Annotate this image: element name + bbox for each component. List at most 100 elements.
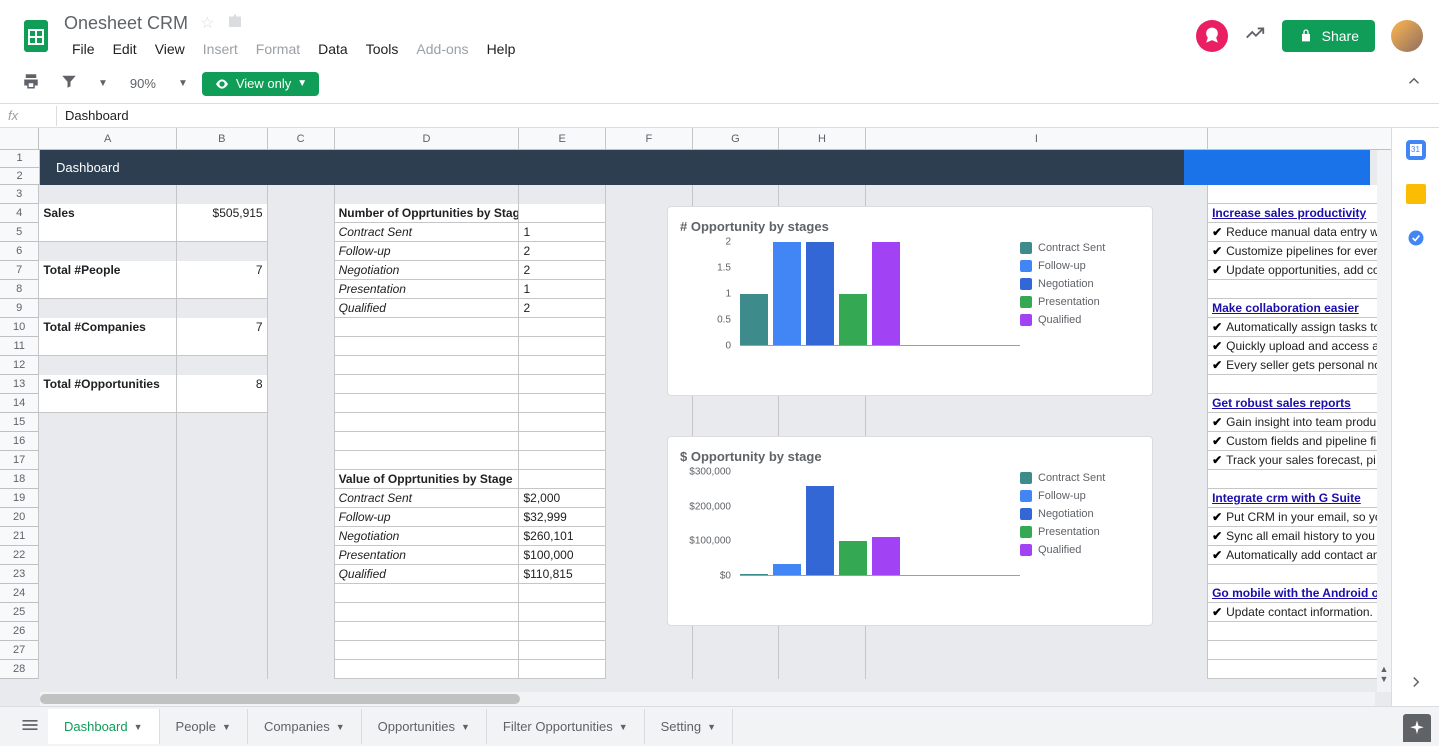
row-header-23[interactable]: 23 [0,565,39,584]
cell[interactable] [268,622,335,641]
col-header-A[interactable]: A [39,128,177,149]
cell[interactable] [1208,622,1391,641]
cell[interactable] [39,603,177,622]
cell[interactable] [268,432,335,451]
cell[interactable] [1208,470,1391,489]
cell[interactable]: ✔ Quickly upload and access a [1208,337,1391,356]
collapse-toolbar-icon[interactable] [1405,72,1423,95]
row-header-20[interactable]: 20 [0,508,39,527]
sheets-logo[interactable] [16,16,56,56]
filter-icon[interactable] [54,68,84,99]
cell[interactable] [39,280,177,299]
cell[interactable]: $32,999 [519,508,606,527]
cell[interactable] [268,318,335,337]
row-header-15[interactable]: 15 [0,413,39,432]
row-header-4[interactable]: 4 [0,204,39,223]
cell[interactable]: $100,000 [519,546,606,565]
sheet-tab-dashboard[interactable]: Dashboard▼ [48,709,160,744]
sheet-tab-people[interactable]: People▼ [160,709,248,744]
cell[interactable]: 2 [519,242,606,261]
cell[interactable]: ✔ Automatically assign tasks to [1208,318,1391,337]
horizontal-scrollbar[interactable] [40,692,1375,706]
cell[interactable] [268,603,335,622]
cell[interactable] [177,432,268,451]
cell[interactable]: ✔ Update opportunities, add co [1208,261,1391,280]
cell[interactable] [866,185,1208,204]
tips-link[interactable]: Integrate crm with G Suite [1212,491,1361,505]
cell[interactable] [519,470,606,489]
cell[interactable] [39,413,177,432]
col-header-E[interactable]: E [519,128,606,149]
cell[interactable] [779,185,866,204]
cell[interactable] [693,660,780,679]
cell[interactable] [693,413,780,432]
cell[interactable] [268,242,335,261]
cell[interactable]: Total #Companies [39,318,177,337]
cell[interactable] [39,432,177,451]
explore-button[interactable] [1403,714,1431,742]
col-header-G[interactable]: G [693,128,780,149]
row-header-12[interactable]: 12 [0,356,39,375]
cell[interactable] [268,223,335,242]
cell[interactable] [177,470,268,489]
cell[interactable]: Contract Sent [335,489,520,508]
zoom-level[interactable]: 90% [122,76,164,91]
vertical-scrollbar[interactable]: ▲▼ [1377,150,1391,692]
cell[interactable] [519,432,606,451]
cell[interactable] [779,641,866,660]
cell[interactable] [268,375,335,394]
cell[interactable]: 8 [177,375,268,394]
cell[interactable]: 2 [519,261,606,280]
cell[interactable] [335,318,520,337]
col-header-I[interactable]: I [866,128,1208,149]
cell[interactable] [335,641,520,660]
cell[interactable] [335,413,520,432]
cell[interactable] [39,565,177,584]
cell[interactable] [268,299,335,318]
cell[interactable] [39,299,177,318]
sheet-tab-filter-opportunities[interactable]: Filter Opportunities▼ [487,709,645,744]
cell[interactable] [268,660,335,679]
cell[interactable] [39,394,177,413]
row-header-17[interactable]: 17 [0,451,39,470]
cell[interactable] [39,546,177,565]
cell[interactable]: Get robust sales reports [1208,394,1391,413]
cell[interactable]: $2,000 [519,489,606,508]
cell[interactable] [268,565,335,584]
side-panel-expand-icon[interactable] [1407,673,1425,694]
cell[interactable] [177,223,268,242]
avatar[interactable] [1391,20,1423,52]
cell[interactable] [519,337,606,356]
row-header-7[interactable]: 7 [0,261,39,280]
cell[interactable] [39,185,177,204]
cell[interactable]: Presentation [335,546,520,565]
cell[interactable] [866,413,1208,432]
keep-icon[interactable] [1406,184,1426,204]
tasks-icon[interactable] [1406,228,1426,248]
cell[interactable] [519,375,606,394]
doc-title[interactable]: Onesheet CRM [64,13,188,34]
cell[interactable]: $110,815 [519,565,606,584]
view-only-button[interactable]: View only ▼ [202,72,319,96]
tips-link[interactable]: Go mobile with the Android o [1212,586,1379,600]
col-header-C[interactable]: C [268,128,335,149]
cell[interactable] [268,508,335,527]
menu-tools[interactable]: Tools [358,37,407,61]
cell[interactable] [177,280,268,299]
cell[interactable]: Qualified [335,565,520,584]
cell[interactable] [177,603,268,622]
cell[interactable]: Qualified [335,299,520,318]
cell[interactable] [177,660,268,679]
row-header-21[interactable]: 21 [0,527,39,546]
cell[interactable]: Total #Opportunities [39,375,177,394]
cell[interactable]: Value of Opprtunities by Stage [335,470,520,489]
row-header-11[interactable]: 11 [0,337,39,356]
row-header-19[interactable]: 19 [0,489,39,508]
cell[interactable] [177,413,268,432]
cell[interactable] [1208,280,1391,299]
cell[interactable]: ✔ Put CRM in your email, so yo [1208,508,1391,527]
cell[interactable] [177,546,268,565]
cell[interactable] [335,584,520,603]
row-header-22[interactable]: 22 [0,546,39,565]
col-header-H[interactable]: H [779,128,866,149]
